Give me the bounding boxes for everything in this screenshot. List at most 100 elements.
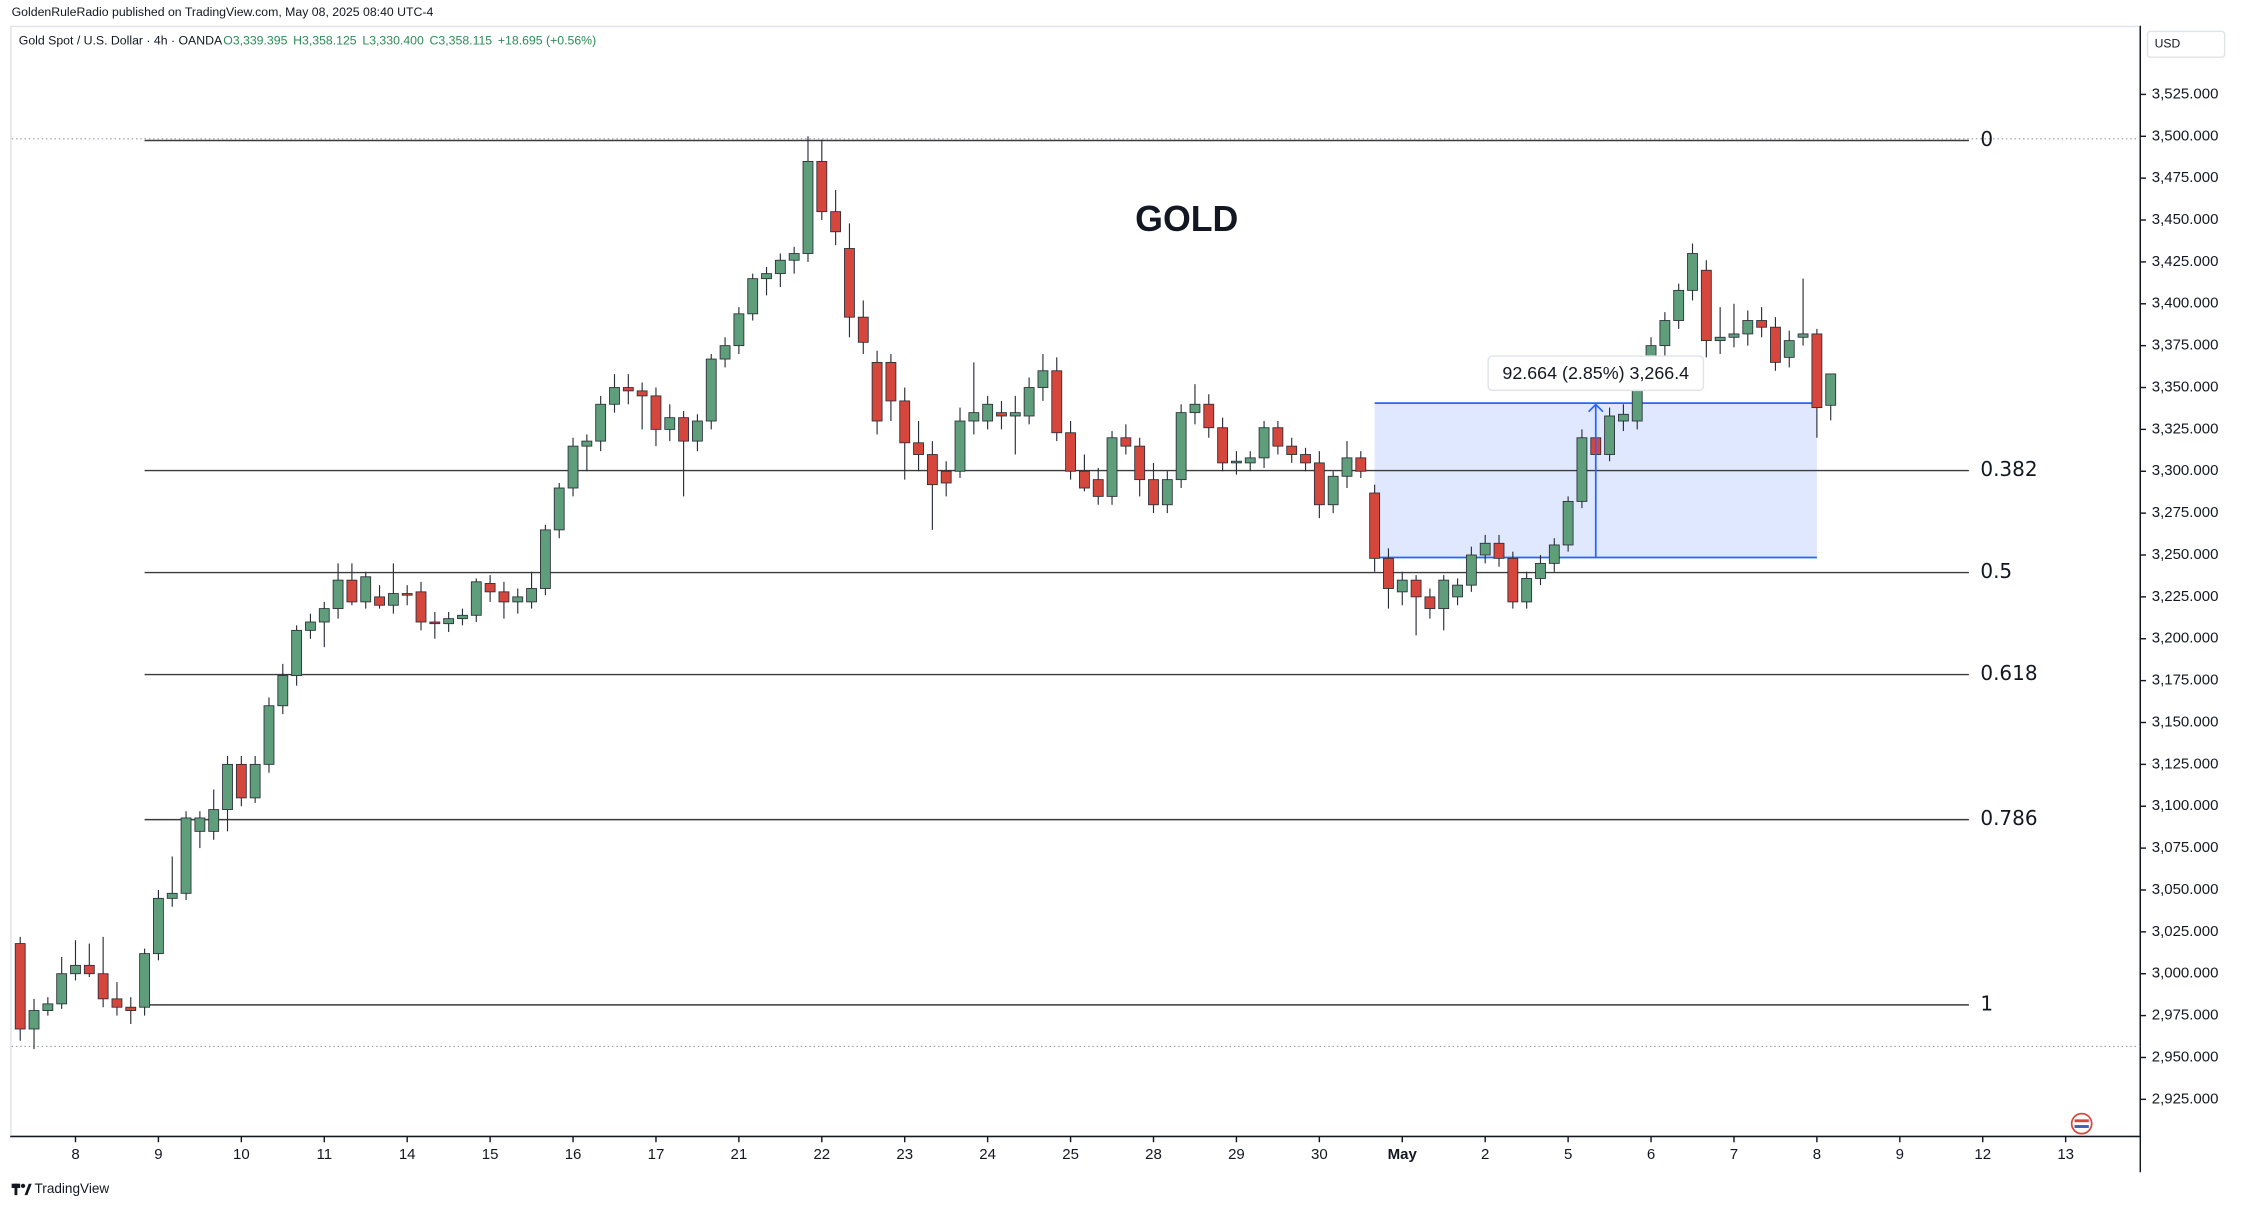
candle-body xyxy=(857,316,869,343)
y-tick-label: 3,150.000 xyxy=(2152,713,2219,730)
candle-body xyxy=(733,313,745,347)
currency-box xyxy=(2146,30,2226,58)
ohlc-value: C3,358.115 xyxy=(430,34,493,48)
candle-body xyxy=(208,809,220,832)
x-tick-label: May xyxy=(1388,1146,1418,1163)
candle-body xyxy=(1714,336,1726,342)
candle-body xyxy=(1535,562,1546,579)
candle-body xyxy=(263,705,275,765)
fib-label: 0 xyxy=(1980,127,1993,151)
candle-body xyxy=(28,1010,40,1030)
x-tick-label: 22 xyxy=(813,1146,830,1163)
candle-body xyxy=(70,964,81,975)
candle-body xyxy=(1783,340,1795,358)
candle-body xyxy=(719,345,731,360)
measure-label-box xyxy=(1487,355,1705,392)
candle-body xyxy=(1009,412,1021,417)
y-tick-label: 2,925.000 xyxy=(2152,1090,2219,1107)
y-tick-label: 3,300.000 xyxy=(2152,462,2219,479)
candle-body xyxy=(14,943,26,1030)
candle-body xyxy=(1175,412,1187,481)
candle-body xyxy=(1728,333,1740,338)
flag-icon xyxy=(2070,1112,2093,1135)
candle-body xyxy=(415,591,427,623)
candle-body xyxy=(1521,578,1533,603)
candle-body xyxy=(926,454,938,486)
x-tick-label: 2 xyxy=(1481,1146,1489,1163)
candle-body xyxy=(277,675,289,707)
candle-body xyxy=(387,593,399,606)
candle-body xyxy=(1825,373,1837,406)
candle-body xyxy=(1161,479,1173,506)
candle-body xyxy=(360,576,372,603)
candle-body xyxy=(291,629,303,677)
candle-body xyxy=(42,1003,54,1011)
x-tick-label: 9 xyxy=(154,1146,162,1163)
x-tick-label: 25 xyxy=(1062,1146,1079,1163)
y-tick-label: 3,500.000 xyxy=(2152,127,2219,144)
candle-body xyxy=(346,579,358,603)
candle-body xyxy=(1244,457,1256,464)
candle-body xyxy=(954,420,966,472)
y-tick-label: 3,350.000 xyxy=(2152,378,2219,395)
candle-body xyxy=(166,892,178,899)
x-tick-label: 8 xyxy=(71,1146,79,1163)
candle-body xyxy=(1507,557,1519,603)
candle-body xyxy=(622,387,634,392)
candle-body xyxy=(982,403,994,422)
x-tick-label: 17 xyxy=(648,1146,665,1163)
candle-body xyxy=(222,763,233,811)
x-tick-label: 12 xyxy=(1974,1146,1991,1163)
candle-body xyxy=(692,420,703,442)
candle-body xyxy=(567,445,579,489)
fib-label: 0.382 xyxy=(1980,457,2037,481)
candle-body xyxy=(1023,387,1035,417)
y-tick-label: 3,000.000 xyxy=(2152,965,2219,982)
x-tick-label: 5 xyxy=(1564,1146,1572,1163)
candle-body xyxy=(443,618,455,625)
candle-body xyxy=(650,395,662,430)
candle-body xyxy=(1051,370,1063,434)
candle-body xyxy=(913,442,924,455)
candle-body xyxy=(1617,413,1629,422)
y-tick-label: 3,275.000 xyxy=(2152,504,2219,521)
candle-body xyxy=(1811,333,1823,409)
candle-body xyxy=(664,417,676,430)
x-tick-label: 30 xyxy=(1311,1146,1328,1163)
candle-body xyxy=(996,412,1007,417)
x-tick-label: 21 xyxy=(731,1146,748,1163)
ohlc-value: L3,330.400 xyxy=(362,34,424,48)
candle-body xyxy=(678,417,690,442)
candle-body xyxy=(1493,542,1505,559)
candle-body xyxy=(1106,437,1118,497)
y-tick-label: 2,950.000 xyxy=(2152,1048,2219,1065)
candle-body xyxy=(1272,427,1284,447)
candle-body xyxy=(816,160,828,213)
candle-body xyxy=(332,579,344,610)
candle-body xyxy=(125,1006,137,1011)
x-tick-label: 6 xyxy=(1647,1146,1655,1163)
y-tick-label: 3,200.000 xyxy=(2152,630,2219,647)
x-tick-label: 10 xyxy=(233,1146,250,1163)
x-tick-label: 8 xyxy=(1813,1146,1821,1163)
candle-body xyxy=(1742,320,1754,335)
x-tick-label: 14 xyxy=(399,1146,416,1163)
y-tick-label: 3,425.000 xyxy=(2152,253,2219,270)
candle-body xyxy=(1659,320,1671,347)
candle-body xyxy=(774,259,786,275)
candle-body xyxy=(595,403,607,442)
candle-body xyxy=(1452,584,1463,598)
candle-body xyxy=(1327,475,1339,506)
candle-body xyxy=(1037,370,1049,388)
candle-body xyxy=(1189,403,1201,414)
candle-body xyxy=(1383,557,1394,589)
ohlc-value: H3,358.125 xyxy=(293,34,357,48)
candle-body xyxy=(1673,289,1685,321)
candle-body xyxy=(1604,415,1615,455)
candle-body xyxy=(97,973,109,1000)
candle-body xyxy=(1700,269,1712,342)
fib-label: 0.5 xyxy=(1980,559,2012,583)
candle-body xyxy=(111,998,123,1008)
candle-body xyxy=(609,387,620,405)
y-tick-label: 3,225.000 xyxy=(2152,588,2219,605)
